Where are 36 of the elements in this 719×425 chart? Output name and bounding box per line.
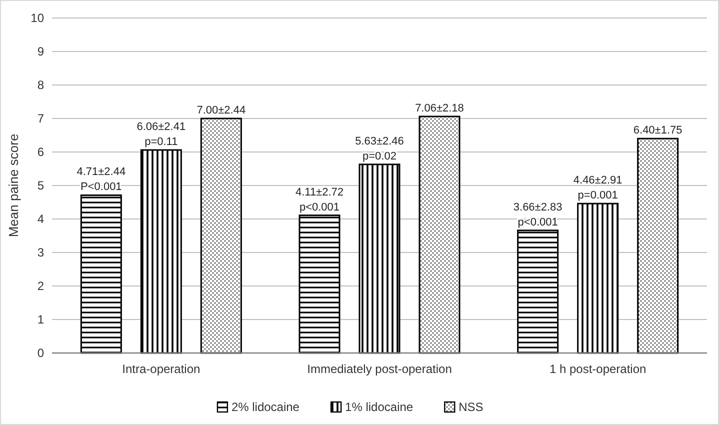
data-label: 6.06±2.41 p=0.11 [136, 120, 186, 148]
bar [577, 202, 619, 354]
y-tick-label: 10 [30, 11, 44, 26]
x-tick-label: Immediately post-operation [307, 362, 452, 376]
bar [200, 118, 242, 354]
bar [637, 138, 679, 354]
y-tick-label: 9 [37, 44, 44, 59]
legend-label: 1% lidocaine [345, 400, 414, 414]
bar [140, 149, 182, 354]
data-label: 3.66±2.83 p<0.001 [513, 201, 562, 228]
data-label: 4.46±2.91 p=0.001 [573, 174, 622, 202]
x-tick-label: Intra-operation [122, 362, 200, 376]
y-tick-label: 2 [37, 279, 44, 294]
y-tick-label: 8 [37, 78, 44, 92]
y-tick-label: 7 [37, 112, 44, 126]
bar [298, 214, 340, 354]
data-label: 4.71±2.44 P<0.001 [76, 166, 126, 194]
x-tick-label: 1 h post-operation [549, 362, 646, 376]
y-tick-label: 6 [37, 145, 44, 160]
legend-label: 2% lidocaine [231, 400, 300, 414]
y-tick-label: 5 [37, 178, 44, 193]
data-label: 7.06±2.18 [415, 102, 464, 114]
bar [517, 230, 559, 354]
bar [80, 194, 122, 354]
bar [418, 116, 460, 354]
legend-label: NSS [458, 400, 484, 414]
y-axis-title: Mean paine score [6, 134, 21, 238]
y-tick-label: 4 [37, 212, 44, 226]
y-tick-label: 0 [37, 346, 44, 360]
data-label: 5.63±2.46 p=0.02 [355, 135, 404, 162]
bar [358, 164, 400, 354]
data-label: 4.11±2.72 p<0.001 [295, 186, 344, 214]
y-tick-label: 1 [37, 312, 44, 327]
data-label: 6.40±1.75 [633, 124, 682, 137]
data-label: 7.00±2.44 [196, 104, 246, 116]
y-tick-label: 3 [37, 246, 44, 260]
